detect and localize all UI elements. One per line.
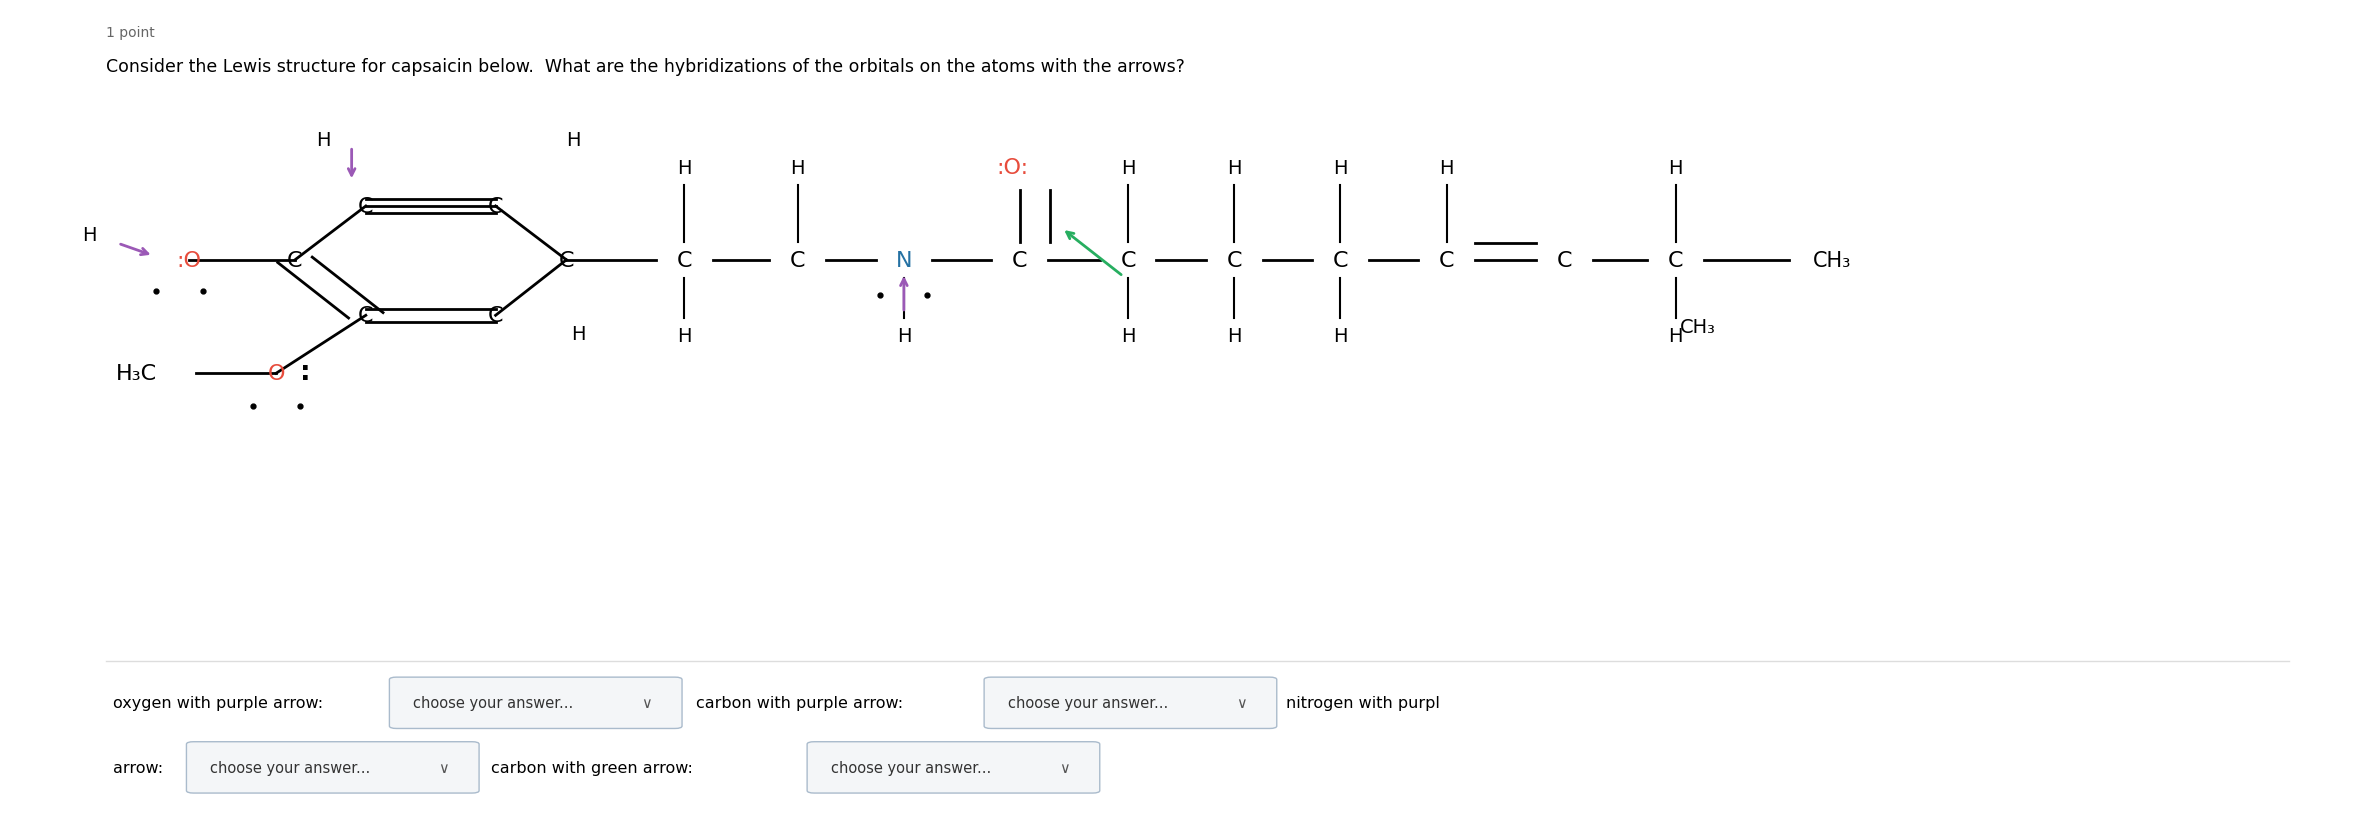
Text: H: H xyxy=(791,159,805,177)
Text: H: H xyxy=(566,131,581,150)
Text: C: C xyxy=(288,251,302,270)
Text: choose your answer...: choose your answer... xyxy=(413,696,573,710)
Text: C: C xyxy=(1440,251,1454,270)
Text: C: C xyxy=(677,251,691,270)
Text: H: H xyxy=(1227,159,1241,177)
Text: C: C xyxy=(489,197,503,217)
FancyBboxPatch shape xyxy=(186,742,479,793)
Text: H: H xyxy=(677,327,691,346)
Text: H: H xyxy=(677,159,691,177)
Text: H: H xyxy=(1121,159,1135,177)
Text: C: C xyxy=(1227,251,1241,270)
Text: C: C xyxy=(1558,251,1572,270)
Text: :O: :O xyxy=(177,251,201,270)
Text: ∨: ∨ xyxy=(439,760,448,775)
Text: choose your answer...: choose your answer... xyxy=(1008,696,1168,710)
Text: H: H xyxy=(1333,327,1348,346)
Text: H: H xyxy=(316,131,330,150)
Text: choose your answer...: choose your answer... xyxy=(210,760,371,775)
Text: arrow:: arrow: xyxy=(113,760,163,775)
Text: oxygen with purple arrow:: oxygen with purple arrow: xyxy=(113,696,323,710)
Text: :O:: :O: xyxy=(996,158,1029,178)
Text: N: N xyxy=(897,251,911,270)
Text: :: : xyxy=(300,359,312,385)
Text: C: C xyxy=(359,197,373,217)
Text: carbon with green arrow:: carbon with green arrow: xyxy=(491,760,694,775)
Text: C: C xyxy=(1012,251,1027,270)
Text: H: H xyxy=(83,226,97,244)
Text: CH₃: CH₃ xyxy=(1812,251,1850,270)
Text: C: C xyxy=(1669,251,1683,270)
Text: ∨: ∨ xyxy=(1060,760,1069,775)
Text: H: H xyxy=(1440,159,1454,177)
Text: H: H xyxy=(1669,159,1683,177)
Text: C: C xyxy=(1333,251,1348,270)
FancyBboxPatch shape xyxy=(807,742,1100,793)
Text: O: O xyxy=(267,364,286,384)
Text: C: C xyxy=(791,251,805,270)
Text: H: H xyxy=(1227,327,1241,346)
Text: H₃C: H₃C xyxy=(116,364,158,384)
Text: CH₃: CH₃ xyxy=(1680,318,1716,336)
Text: Consider the Lewis structure for capsaicin below.  What are the hybridizations o: Consider the Lewis structure for capsaic… xyxy=(106,58,1185,76)
Text: nitrogen with purpl: nitrogen with purpl xyxy=(1286,696,1440,710)
Text: H: H xyxy=(571,325,585,343)
Text: C: C xyxy=(559,251,573,270)
Text: H: H xyxy=(897,327,911,346)
Text: H: H xyxy=(1333,159,1348,177)
Text: H: H xyxy=(1669,327,1683,346)
Text: choose your answer...: choose your answer... xyxy=(831,760,991,775)
Text: H: H xyxy=(1121,327,1135,346)
Text: ∨: ∨ xyxy=(1237,696,1246,710)
Text: C: C xyxy=(1121,251,1135,270)
FancyBboxPatch shape xyxy=(389,677,682,729)
FancyBboxPatch shape xyxy=(984,677,1277,729)
Text: 1 point: 1 point xyxy=(106,26,156,41)
Text: ∨: ∨ xyxy=(642,696,651,710)
Text: C: C xyxy=(359,306,373,326)
Text: carbon with purple arrow:: carbon with purple arrow: xyxy=(696,696,904,710)
Text: C: C xyxy=(489,306,503,326)
